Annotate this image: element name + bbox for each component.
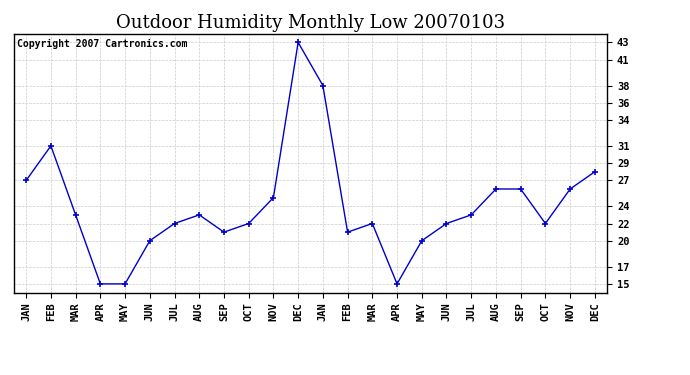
Title: Outdoor Humidity Monthly Low 20070103: Outdoor Humidity Monthly Low 20070103	[116, 14, 505, 32]
Text: Copyright 2007 Cartronics.com: Copyright 2007 Cartronics.com	[17, 39, 187, 49]
